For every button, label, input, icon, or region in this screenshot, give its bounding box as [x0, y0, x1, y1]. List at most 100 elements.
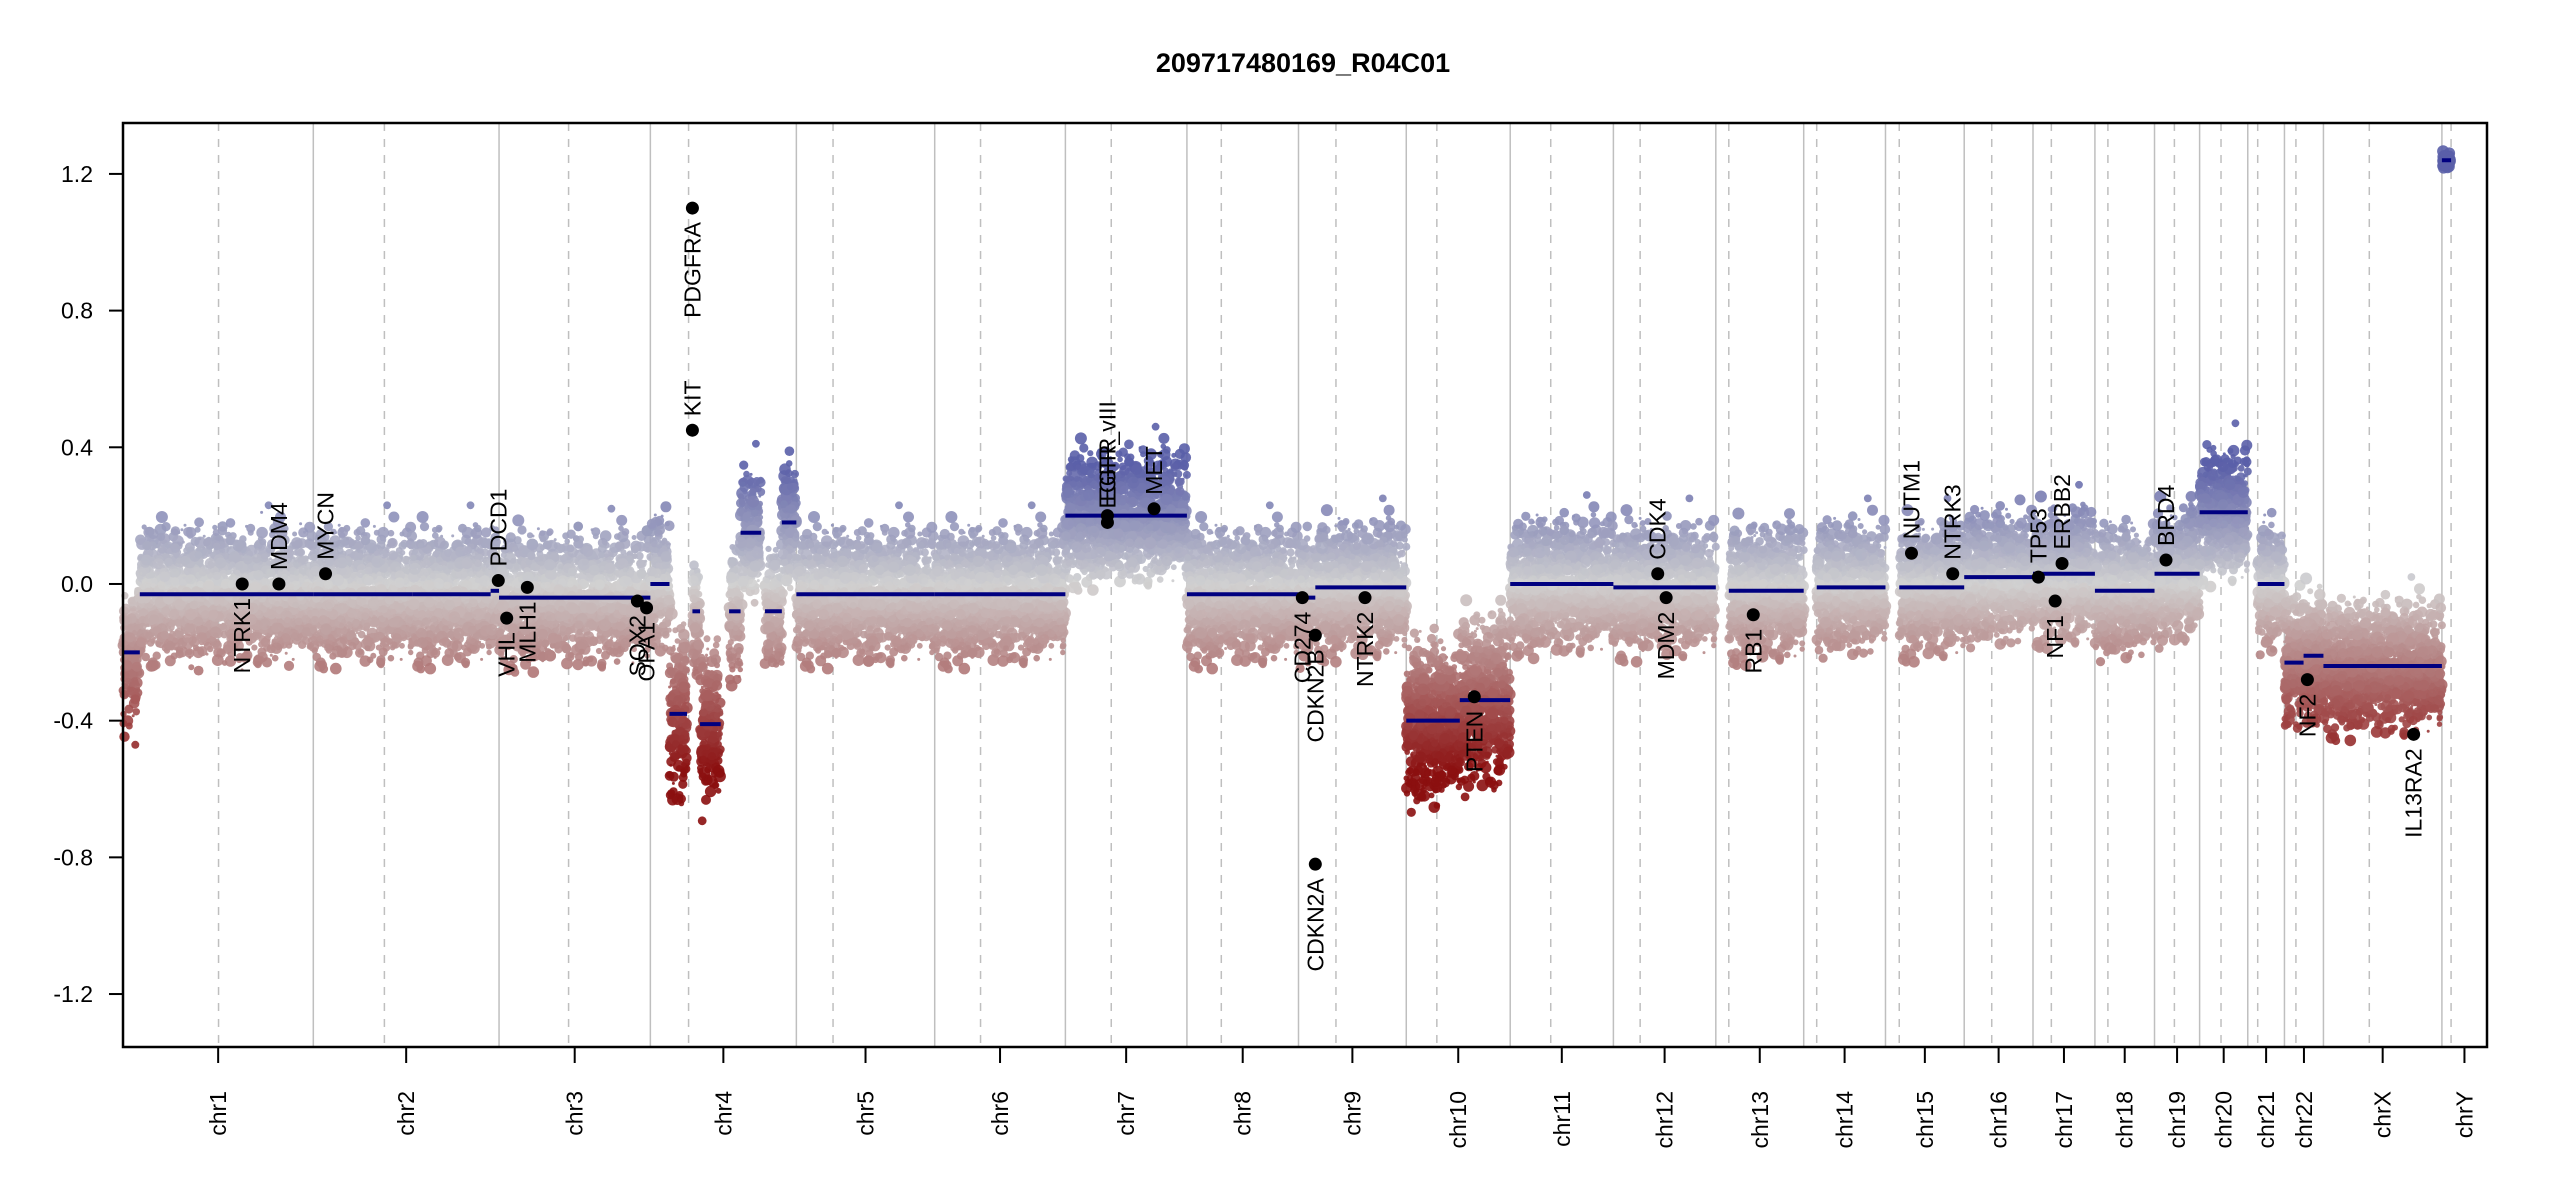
probe-point	[177, 531, 181, 535]
probe-point	[202, 546, 206, 550]
probe-point	[325, 602, 333, 610]
probe-point	[361, 612, 370, 621]
probe-point	[170, 577, 180, 586]
probe-point	[348, 599, 357, 608]
probe-point	[123, 634, 129, 641]
probe-point	[323, 580, 333, 589]
probe-point	[438, 638, 446, 646]
probe-point	[252, 563, 260, 571]
probe-point	[465, 613, 471, 619]
probe-point	[416, 511, 429, 523]
probe-point	[192, 646, 205, 659]
probe-point	[310, 635, 317, 642]
probe-point	[350, 572, 357, 579]
probe-point	[399, 604, 405, 611]
probe-point	[266, 636, 270, 640]
probe-point	[355, 631, 359, 635]
probe-point	[201, 610, 210, 619]
probe-point	[359, 549, 363, 553]
probe-point	[403, 557, 410, 564]
probe-point	[444, 648, 455, 658]
probe-point	[352, 619, 360, 627]
probe-point	[255, 632, 262, 639]
probe-point	[468, 570, 474, 577]
probe-point	[232, 540, 244, 552]
probe-point	[348, 641, 357, 651]
probe-point	[480, 657, 484, 661]
probe-point	[148, 528, 159, 540]
probe-point	[562, 532, 570, 540]
probe-point	[131, 714, 135, 718]
chromosome-dividers	[217, 123, 2452, 1047]
probe-point	[125, 722, 133, 730]
probe-point	[183, 523, 187, 527]
probe-point	[408, 649, 414, 656]
probe-point	[299, 522, 303, 526]
probe-point	[251, 553, 262, 564]
probe-point	[124, 630, 128, 634]
probe-point	[461, 660, 470, 669]
probe-point	[150, 582, 156, 588]
probe-point	[274, 600, 281, 607]
probe-point	[282, 601, 289, 608]
probe-point	[443, 581, 451, 589]
probe-point	[215, 557, 227, 569]
probe-point	[394, 577, 405, 588]
probe-point	[288, 583, 295, 590]
probe-point	[363, 546, 367, 550]
probe-point	[130, 694, 141, 705]
probe-point	[298, 562, 302, 566]
probe-point	[198, 537, 202, 541]
probe-point	[221, 606, 227, 612]
probe-point	[364, 566, 373, 575]
probe-point	[151, 660, 161, 670]
probe-point	[357, 649, 364, 655]
probe-point	[318, 660, 328, 670]
probe-point	[408, 562, 421, 575]
probe-point	[461, 644, 468, 651]
probe-point	[372, 524, 376, 528]
probe-point	[175, 650, 184, 659]
probe-point	[168, 626, 172, 629]
probe-point	[316, 633, 320, 636]
probe-point	[215, 535, 221, 541]
probe-point	[283, 660, 295, 672]
probe-point	[424, 662, 437, 675]
probe-point	[228, 551, 241, 564]
probe-point	[164, 655, 176, 667]
probe-point	[119, 731, 130, 742]
probe-point	[198, 647, 202, 650]
probe-point	[373, 550, 379, 556]
probe-points	[117, 145, 2456, 826]
probe-point	[253, 570, 264, 581]
probe-point	[431, 649, 438, 656]
probe-point	[189, 600, 198, 610]
probe-point	[164, 557, 173, 567]
probe-point	[270, 642, 283, 654]
probe-point	[132, 661, 142, 672]
probe-point	[148, 571, 155, 579]
probe-point	[443, 599, 455, 611]
probe-point	[432, 550, 440, 558]
probe-point	[631, 535, 637, 540]
probe-point	[155, 511, 168, 523]
probe-point	[174, 627, 185, 638]
probe-point	[181, 540, 185, 544]
probe-point	[357, 630, 366, 639]
probe-point	[406, 530, 418, 542]
probe-point	[369, 632, 375, 638]
probe-point	[225, 518, 236, 528]
probe-point	[399, 531, 405, 537]
probe-point	[368, 618, 372, 622]
probe-point	[379, 559, 386, 565]
probe-point	[292, 601, 299, 609]
probe-point	[201, 626, 208, 633]
probe-point	[139, 572, 143, 575]
probe-point	[249, 581, 261, 593]
probe-point	[616, 514, 628, 526]
probe-point	[390, 609, 397, 615]
probe-point	[327, 634, 334, 641]
probe-point	[157, 581, 166, 590]
probe-point	[291, 657, 295, 661]
